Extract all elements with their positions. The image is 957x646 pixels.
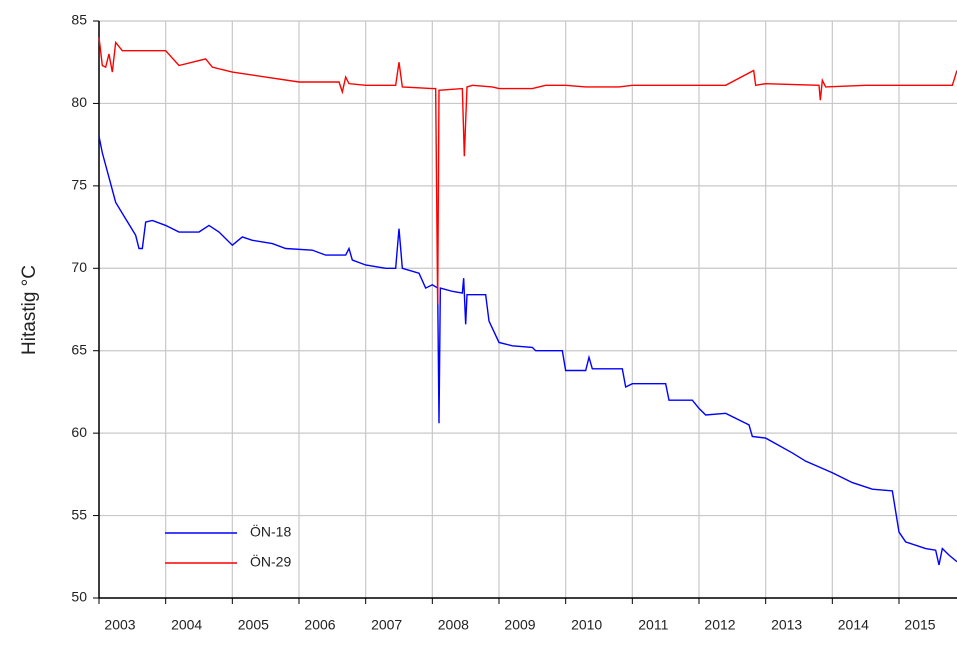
x-tick-label: 2012: [704, 617, 735, 633]
y-axis-label: Hitastig °C: [19, 265, 40, 355]
x-tick-label: 2005: [238, 617, 269, 633]
x-tick-label: 2011: [638, 617, 668, 633]
x-tick-label: 2010: [571, 617, 602, 633]
line-series: [98, 37, 957, 305]
line-series: [98, 136, 957, 566]
x-tick-label: 2009: [504, 617, 535, 633]
y-tick-label: 75: [71, 177, 87, 193]
x-tick-label: 2003: [104, 617, 135, 633]
x-tick-label: 2007: [371, 617, 402, 633]
legend-label: ÖN-29: [250, 553, 291, 570]
y-tick-label: 60: [71, 424, 87, 440]
x-tick-label: 2013: [771, 617, 802, 633]
y-tick-label: 80: [71, 94, 87, 110]
y-tick-label: 85: [71, 12, 87, 28]
x-tick-label: 2008: [438, 617, 469, 633]
y-tick-label: 70: [71, 259, 87, 275]
y-tick-label: 55: [71, 506, 87, 522]
y-tick-label: 50: [71, 589, 87, 605]
y-tick-label: 65: [71, 341, 87, 357]
x-tick-label: 2004: [171, 617, 202, 633]
x-tick-label: 2006: [304, 617, 335, 633]
x-tick-label: 2014: [838, 617, 869, 633]
x-tick-label: 2015: [904, 617, 935, 633]
legend-label: ÖN-18: [250, 523, 291, 540]
